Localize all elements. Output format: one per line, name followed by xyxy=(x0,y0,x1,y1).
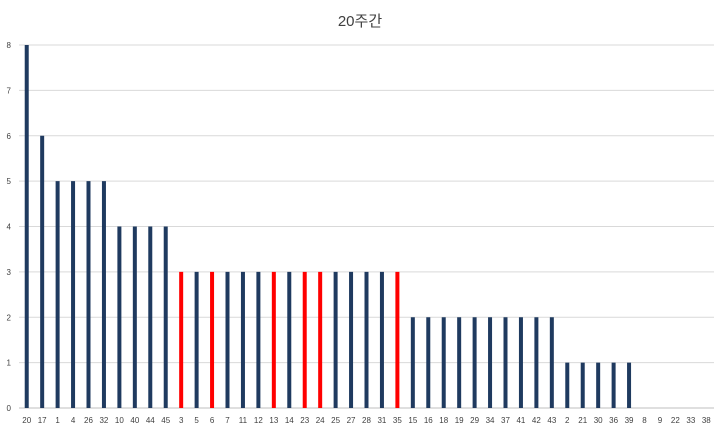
bar-5 xyxy=(194,271,199,408)
x-tick-label: 18 xyxy=(439,416,448,425)
x-tick-label: 39 xyxy=(625,416,634,425)
x-tick-label: 6 xyxy=(210,416,215,425)
bar-15 xyxy=(410,317,415,408)
x-tick-label: 25 xyxy=(331,416,340,425)
y-tick-label: 5 xyxy=(7,177,12,186)
bar-12 xyxy=(256,271,261,408)
x-tick-label: 12 xyxy=(254,416,263,425)
bar-11 xyxy=(240,271,245,408)
bar-30 xyxy=(596,362,601,408)
x-tick-label: 22 xyxy=(671,416,680,425)
bar-14 xyxy=(287,271,292,408)
bar-2 xyxy=(565,362,570,408)
y-tick-label: 2 xyxy=(7,313,12,322)
bar-18 xyxy=(441,317,446,408)
bar-39 xyxy=(627,362,632,408)
x-tick-label: 27 xyxy=(347,416,356,425)
y-tick-label: 8 xyxy=(7,41,12,50)
bar-31 xyxy=(379,271,384,408)
x-tick-label: 15 xyxy=(408,416,417,425)
x-tick-label: 43 xyxy=(547,416,556,425)
x-tick-label: 14 xyxy=(285,416,294,425)
bar-42 xyxy=(534,317,539,408)
x-tick-label: 10 xyxy=(115,416,124,425)
bar-1 xyxy=(55,181,60,408)
bar-28 xyxy=(364,271,369,408)
bar-40 xyxy=(132,226,137,408)
bar-4 xyxy=(71,181,76,408)
bar-43 xyxy=(549,317,554,408)
x-tick-label: 26 xyxy=(84,416,93,425)
bar-17 xyxy=(40,135,45,408)
bar-36 xyxy=(611,362,616,408)
bar-20 xyxy=(24,45,29,408)
bar-16 xyxy=(426,317,431,408)
x-tick-label: 7 xyxy=(225,416,230,425)
x-tick-label: 44 xyxy=(146,416,155,425)
x-tick-label: 17 xyxy=(38,416,47,425)
bar-41 xyxy=(518,317,523,408)
y-tick-label: 6 xyxy=(7,132,12,141)
x-tick-label: 23 xyxy=(300,416,309,425)
x-tick-label: 40 xyxy=(130,416,139,425)
chart-title: 20주간 xyxy=(337,13,383,30)
y-tick-label: 3 xyxy=(7,268,12,277)
x-tick-label: 30 xyxy=(594,416,603,425)
bar-24 xyxy=(318,271,323,408)
bar-35 xyxy=(395,271,400,408)
bar-32 xyxy=(101,181,106,408)
bar-21 xyxy=(580,362,585,408)
bar-13 xyxy=(271,271,276,408)
bar-7 xyxy=(225,271,230,408)
x-tick-label: 16 xyxy=(424,416,433,425)
x-tick-label: 24 xyxy=(316,416,325,425)
bar-3 xyxy=(179,271,184,408)
x-tick-label: 42 xyxy=(532,416,541,425)
bar-26 xyxy=(86,181,91,408)
bar-29 xyxy=(472,317,477,408)
x-tick-label: 8 xyxy=(642,416,647,425)
x-tick-label: 32 xyxy=(99,416,108,425)
bar-34 xyxy=(488,317,493,408)
x-tick-label: 19 xyxy=(455,416,464,425)
bar-25 xyxy=(333,271,338,408)
x-tick-label: 35 xyxy=(393,416,402,425)
x-tick-label: 9 xyxy=(658,416,663,425)
bar-6 xyxy=(210,271,215,408)
x-tick-label: 33 xyxy=(686,416,695,425)
bar-23 xyxy=(302,271,307,408)
x-tick-label: 36 xyxy=(609,416,618,425)
y-tick-label: 0 xyxy=(7,404,12,413)
bar-44 xyxy=(148,226,153,408)
y-tick-label: 1 xyxy=(7,359,12,368)
y-tick-label: 7 xyxy=(7,86,12,95)
x-tick-label: 21 xyxy=(578,416,587,425)
x-tick-label: 20 xyxy=(22,416,31,425)
y-tick-label: 4 xyxy=(7,223,12,232)
bar-37 xyxy=(503,317,508,408)
x-tick-label: 2 xyxy=(565,416,570,425)
x-tick-label: 38 xyxy=(702,416,711,425)
x-tick-label: 3 xyxy=(179,416,184,425)
bar-10 xyxy=(117,226,122,408)
x-tick-label: 28 xyxy=(362,416,371,425)
x-tick-label: 41 xyxy=(516,416,525,425)
bar-27 xyxy=(349,271,354,408)
x-tick-label: 5 xyxy=(194,416,199,425)
x-tick-label: 34 xyxy=(486,416,495,425)
x-tick-label: 37 xyxy=(501,416,510,425)
x-tick-label: 1 xyxy=(55,416,60,425)
x-tick-label: 29 xyxy=(470,416,479,425)
bar-19 xyxy=(457,317,462,408)
x-tick-label: 45 xyxy=(161,416,170,425)
x-tick-label: 31 xyxy=(377,416,386,425)
x-tick-label: 11 xyxy=(239,416,248,425)
x-tick-label: 4 xyxy=(71,416,76,425)
x-tick-label: 13 xyxy=(269,416,278,425)
bar-45 xyxy=(163,226,168,408)
